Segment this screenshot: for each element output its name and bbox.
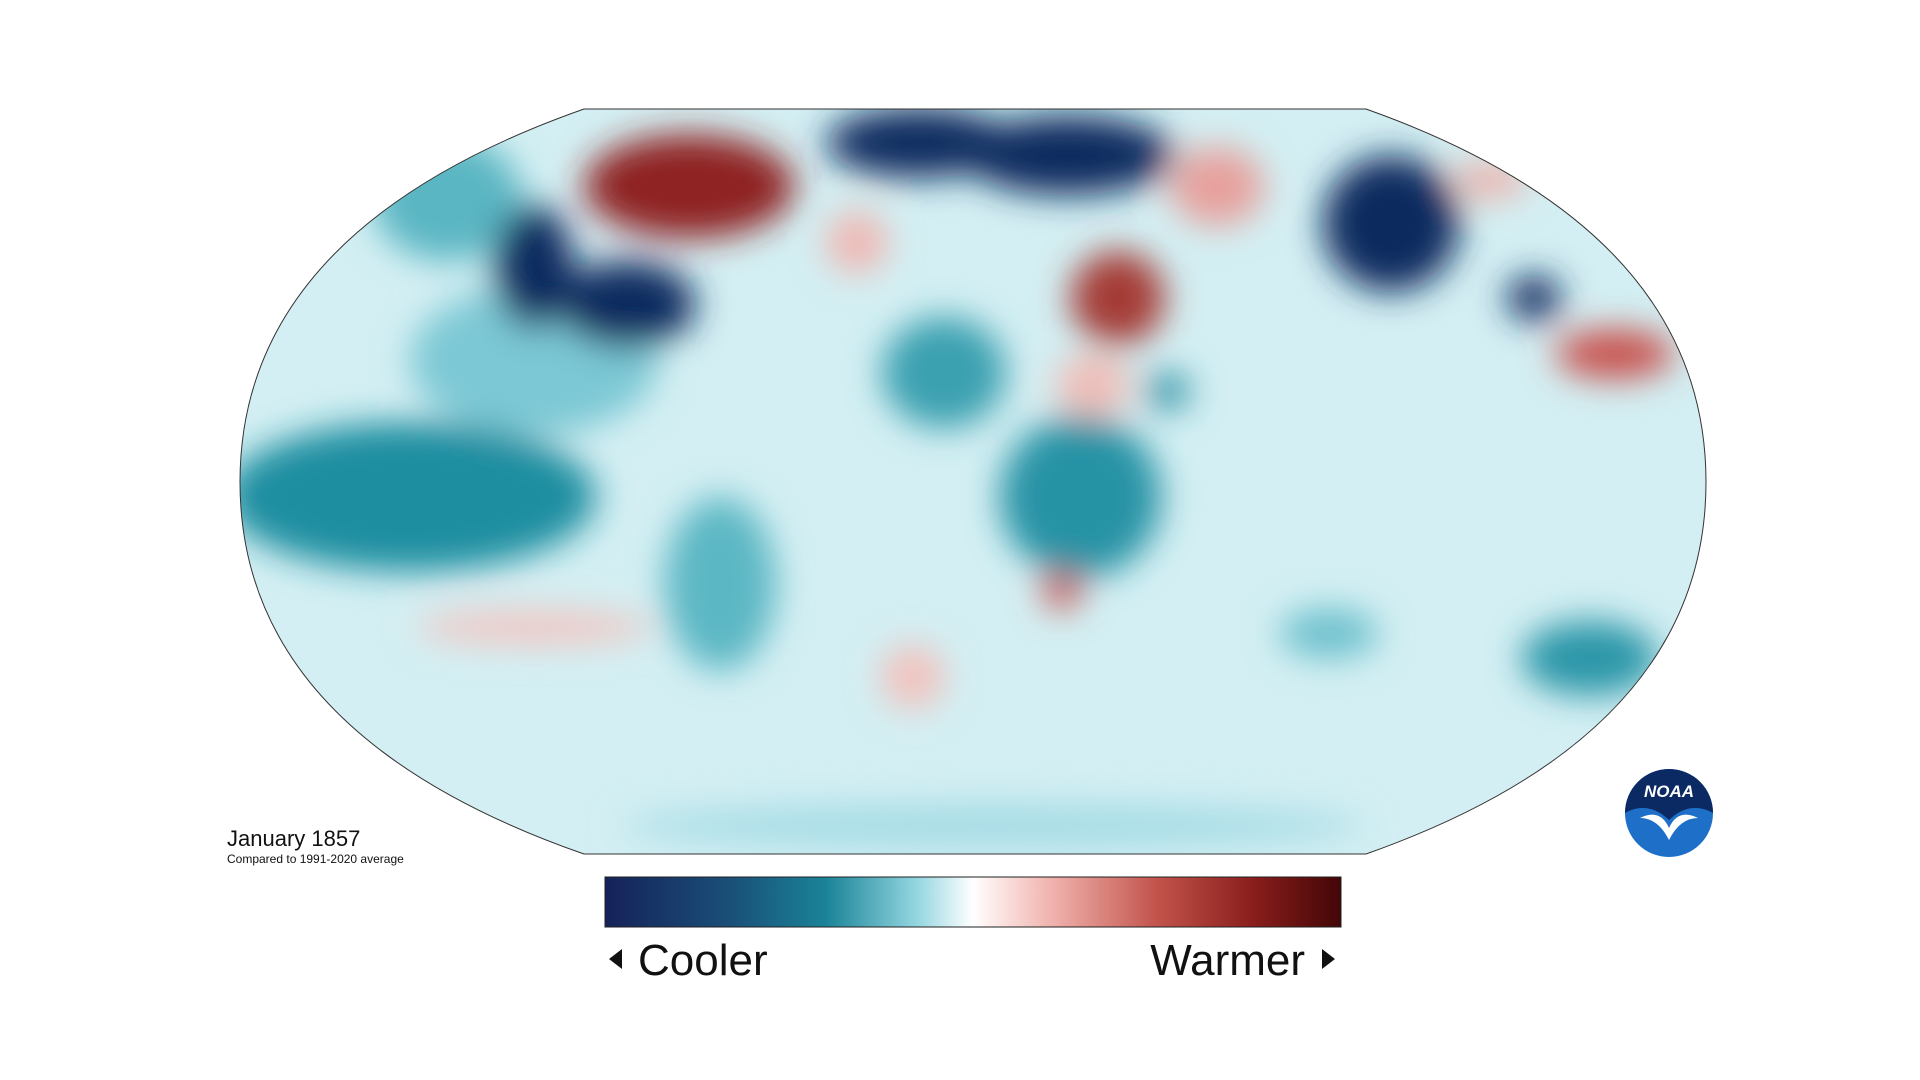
anomaly-field: [240, 109, 1675, 849]
map: [240, 109, 1706, 854]
legend-low-label: Cooler: [638, 936, 768, 985]
right-arrow: [1322, 949, 1335, 969]
left-arrow: [609, 949, 622, 969]
map-outline: [239, 108, 1707, 855]
map-title: January 1857: [227, 826, 360, 851]
logo: NOAA: [1625, 769, 1713, 857]
legend-high-label: Warmer: [1150, 936, 1305, 985]
map-subtitle: Compared to 1991-2020 average: [227, 852, 404, 866]
logo-text: NOAA: [1644, 782, 1694, 801]
colorbar: [604, 876, 1342, 928]
